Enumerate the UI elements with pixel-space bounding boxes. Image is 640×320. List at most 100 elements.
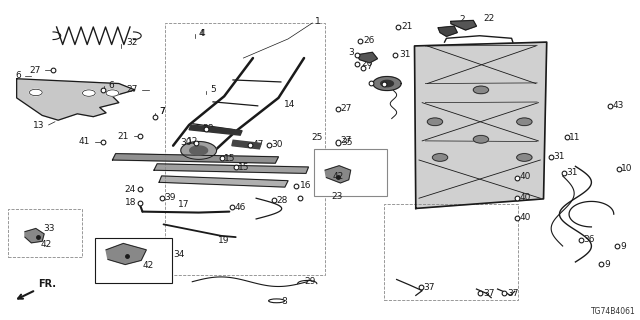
Text: 12: 12: [188, 137, 198, 146]
Text: 24: 24: [125, 185, 136, 194]
Polygon shape: [154, 164, 308, 173]
Text: FR.: FR.: [38, 279, 56, 289]
Text: 4: 4: [198, 29, 204, 38]
Text: 27: 27: [340, 104, 352, 113]
Polygon shape: [159, 176, 288, 187]
Bar: [384, 204, 518, 300]
Polygon shape: [373, 76, 401, 91]
Text: 46: 46: [234, 203, 246, 212]
Text: 41: 41: [79, 137, 90, 146]
Text: 31: 31: [554, 152, 565, 161]
Text: 31: 31: [399, 50, 411, 59]
Text: 43: 43: [612, 101, 624, 110]
Text: 26: 26: [361, 59, 372, 68]
Circle shape: [433, 154, 448, 161]
Text: 14: 14: [284, 100, 296, 109]
Ellipse shape: [269, 299, 285, 303]
Circle shape: [83, 90, 95, 96]
Circle shape: [516, 154, 532, 161]
Text: 37: 37: [424, 283, 435, 292]
Text: 26: 26: [375, 78, 387, 87]
Text: 26: 26: [364, 36, 375, 45]
Text: 33: 33: [43, 224, 54, 233]
Text: 2: 2: [460, 15, 465, 24]
Text: 27: 27: [340, 136, 352, 145]
Text: 31: 31: [566, 168, 578, 177]
Text: 21: 21: [117, 132, 129, 141]
Text: 11: 11: [569, 132, 580, 141]
Bar: [314, 149, 387, 196]
Text: 8: 8: [282, 297, 287, 306]
Text: 37: 37: [507, 289, 518, 298]
Circle shape: [473, 135, 488, 143]
Text: 37: 37: [483, 289, 494, 298]
Text: 1: 1: [315, 17, 321, 26]
Polygon shape: [17, 79, 135, 120]
Polygon shape: [106, 244, 147, 265]
Polygon shape: [25, 228, 44, 243]
Text: 6: 6: [15, 71, 21, 80]
Text: 22: 22: [483, 14, 495, 23]
Polygon shape: [415, 42, 547, 208]
Text: 7: 7: [159, 108, 165, 116]
Text: 3: 3: [348, 48, 354, 57]
Polygon shape: [325, 166, 351, 183]
Text: 42: 42: [332, 172, 344, 181]
Text: 35: 35: [342, 138, 353, 147]
Text: 21: 21: [402, 22, 413, 31]
Text: 7: 7: [159, 108, 165, 116]
Text: 9: 9: [620, 242, 626, 251]
Text: 30: 30: [180, 138, 192, 147]
Circle shape: [473, 86, 488, 94]
Text: 5: 5: [210, 85, 216, 94]
Text: 39: 39: [164, 193, 175, 202]
Circle shape: [516, 118, 532, 125]
Text: 32: 32: [126, 38, 137, 47]
Text: 10: 10: [621, 164, 633, 173]
Polygon shape: [189, 146, 207, 155]
Bar: [8, 209, 82, 257]
Text: 28: 28: [276, 196, 288, 205]
Polygon shape: [451, 20, 476, 30]
Text: 42: 42: [143, 261, 154, 270]
Text: 27: 27: [126, 85, 138, 94]
Text: 42: 42: [40, 240, 52, 249]
Text: 25: 25: [311, 132, 323, 141]
Text: 23: 23: [332, 192, 343, 202]
Text: 34: 34: [173, 250, 184, 259]
Text: 40: 40: [519, 172, 531, 181]
Circle shape: [106, 90, 119, 96]
Circle shape: [29, 89, 42, 96]
Text: 36: 36: [583, 235, 595, 244]
Text: 7: 7: [367, 62, 372, 71]
Text: 6: 6: [108, 81, 114, 90]
Text: 27: 27: [29, 66, 40, 75]
Text: 38: 38: [202, 124, 214, 133]
Text: 19: 19: [218, 236, 229, 245]
Text: 9: 9: [605, 260, 611, 269]
Polygon shape: [181, 141, 216, 159]
Polygon shape: [357, 52, 378, 63]
Text: 16: 16: [300, 181, 311, 190]
Polygon shape: [438, 26, 458, 36]
Text: 40: 40: [519, 193, 531, 202]
Text: 29: 29: [304, 276, 316, 285]
Polygon shape: [189, 125, 242, 135]
Text: 15: 15: [238, 163, 250, 172]
Text: 13: 13: [33, 121, 44, 131]
Text: 20: 20: [388, 78, 399, 87]
Text: 4: 4: [200, 29, 205, 38]
Polygon shape: [381, 80, 394, 87]
Text: 30: 30: [271, 140, 283, 148]
Bar: [95, 238, 172, 283]
Text: 15: 15: [224, 154, 236, 163]
Bar: [166, 23, 325, 275]
Polygon shape: [232, 140, 261, 149]
Text: 47: 47: [252, 140, 264, 148]
Circle shape: [428, 118, 443, 125]
Text: 17: 17: [178, 200, 189, 209]
Polygon shape: [113, 154, 278, 163]
Text: 18: 18: [125, 197, 136, 206]
Text: 40: 40: [519, 213, 531, 222]
Text: TG74B4061: TG74B4061: [591, 307, 636, 316]
